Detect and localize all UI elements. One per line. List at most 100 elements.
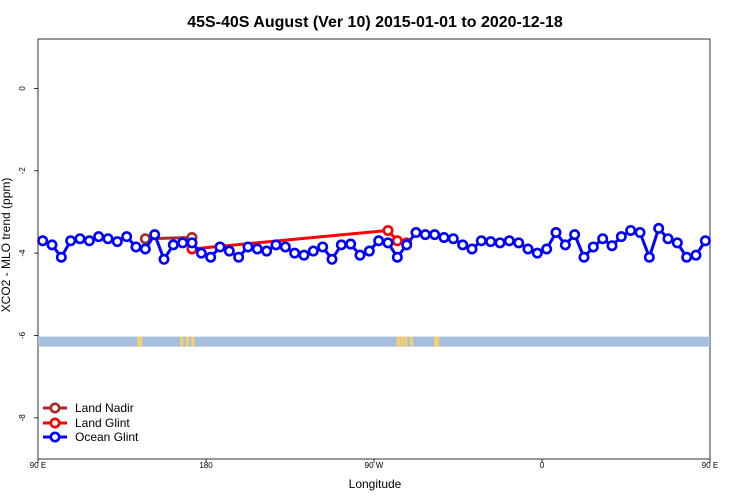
legend-item-land-glint: Land Glint — [43, 416, 130, 430]
x-tick-label: 0 — [540, 461, 545, 470]
data-point — [531, 247, 543, 259]
data-point — [270, 239, 282, 251]
data-point — [634, 227, 646, 239]
land-patch — [434, 336, 438, 347]
data-point — [130, 241, 142, 253]
data-point — [410, 227, 422, 239]
data-point — [466, 243, 478, 255]
legend-item-land-nadir: Land Nadir — [43, 401, 134, 415]
data-point — [261, 245, 273, 257]
data-point — [494, 237, 506, 249]
x-tick-label: 90 E — [702, 461, 718, 470]
data-point — [457, 239, 469, 251]
data-point — [177, 237, 189, 249]
data-point — [653, 222, 665, 234]
land-patch — [139, 336, 143, 347]
data-point — [513, 237, 525, 249]
data-point — [251, 243, 263, 255]
data-point — [401, 239, 413, 251]
data-point — [438, 231, 450, 243]
x-axis-title: Longitude — [349, 477, 402, 491]
data-point — [289, 247, 301, 259]
data-point — [195, 247, 207, 259]
data-point — [158, 253, 170, 265]
data-point — [335, 239, 347, 251]
data-point — [503, 235, 515, 247]
data-point — [55, 251, 67, 263]
land-patch — [396, 336, 400, 347]
y-axis: 0 -2 -4 -6 -8 — [18, 86, 38, 422]
data-point — [205, 251, 217, 263]
land-patch — [137, 336, 141, 347]
y-tick-label: -8 — [18, 414, 27, 422]
land-patch — [185, 336, 189, 347]
data-point — [541, 243, 553, 255]
data-point — [419, 229, 431, 241]
data-point — [46, 239, 58, 251]
data-point — [382, 237, 394, 249]
data-point — [550, 227, 562, 239]
data-point — [391, 235, 403, 247]
x-tick-label: 90 E — [30, 461, 46, 470]
data-point — [307, 245, 319, 257]
y-tick-label: 0 — [18, 86, 27, 91]
data-point — [223, 245, 235, 257]
data-point — [690, 249, 702, 261]
legend-marker-ocean-glint — [49, 431, 61, 443]
data-point — [326, 253, 338, 265]
data-point — [317, 241, 329, 253]
land-patch — [404, 336, 408, 347]
legend-label-ocean-glint: Ocean Glint — [75, 430, 139, 444]
data-point — [373, 235, 385, 247]
data-point — [242, 241, 254, 253]
data-point — [569, 229, 581, 241]
y-tick-label: -6 — [18, 331, 27, 339]
data-point — [121, 231, 133, 243]
data-point — [485, 236, 497, 248]
land-patch — [191, 336, 195, 347]
data-point — [186, 237, 198, 249]
data-point — [597, 233, 609, 245]
x-tick-label: 180 — [199, 461, 213, 470]
data-point — [37, 235, 49, 247]
legend: Land Nadir Land Glint Ocean Glint — [43, 401, 139, 444]
land-patch — [409, 336, 413, 347]
land-patch — [180, 336, 184, 347]
data-point — [643, 251, 655, 263]
data-point — [74, 233, 86, 245]
data-point — [139, 243, 151, 255]
data-point — [615, 231, 627, 243]
data-point — [382, 224, 394, 236]
data-point — [559, 239, 571, 251]
data-point — [391, 251, 403, 263]
data-point — [65, 235, 77, 247]
data-point — [149, 229, 161, 241]
data-point — [662, 233, 674, 245]
data-point — [279, 241, 291, 253]
x-axis: 90 E 180 90 W 0 90 E — [30, 459, 718, 470]
data-point — [671, 237, 683, 249]
legend-item-ocean-glint: Ocean Glint — [43, 430, 139, 444]
data-point — [93, 231, 105, 243]
land-patch — [435, 336, 440, 347]
data-point — [354, 249, 366, 261]
data-point — [345, 238, 357, 250]
y-axis-title: XCO2 - MLO trend (ppm) — [0, 178, 13, 313]
data-point — [587, 241, 599, 253]
data-point — [111, 236, 123, 248]
data-point — [167, 239, 179, 251]
data-point — [233, 251, 245, 263]
data-point — [83, 235, 95, 247]
data-point — [699, 235, 711, 247]
x-tick-label: 90 W — [365, 461, 384, 470]
data-point — [214, 241, 226, 253]
data-point — [429, 229, 441, 241]
data-point — [363, 245, 375, 257]
data-point — [522, 243, 534, 255]
data-point — [139, 233, 151, 245]
y-tick-label: -2 — [18, 167, 27, 175]
data-point — [102, 233, 114, 245]
legend-marker-land-nadir — [49, 402, 61, 414]
y-tick-label: -4 — [18, 249, 27, 257]
